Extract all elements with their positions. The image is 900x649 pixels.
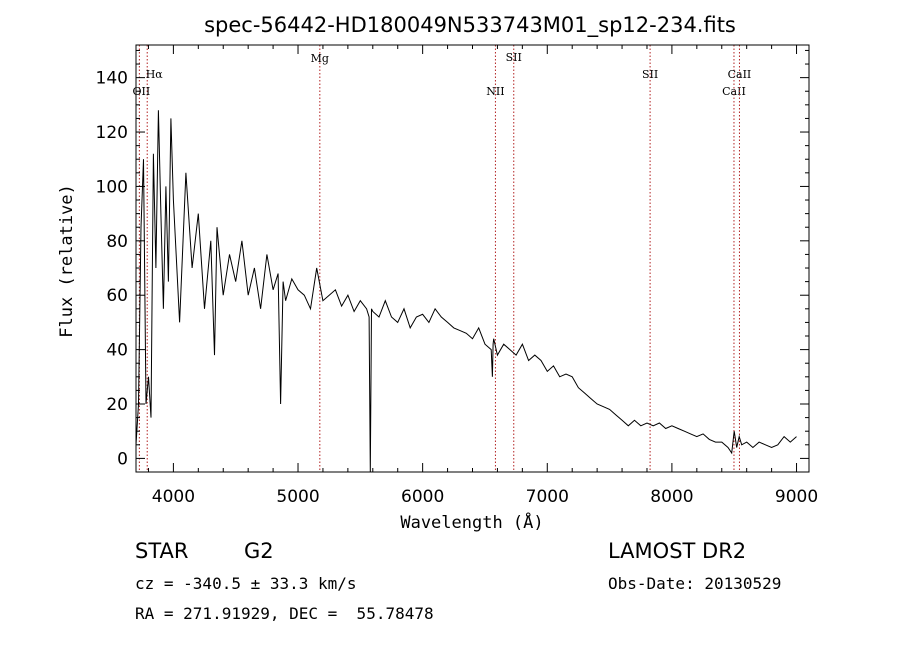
y-axis-label: Flux (relative) xyxy=(57,184,77,338)
y-tick-label-3: 60 xyxy=(106,286,128,306)
x-tick-label-3: 7000 xyxy=(526,487,569,507)
y-tick-label-0: 0 xyxy=(117,449,128,469)
y-tick-label-7: 140 xyxy=(96,69,128,89)
plot-frame xyxy=(135,44,810,473)
x-tick-label-2: 6000 xyxy=(401,487,444,507)
x-tick-label-5: 9000 xyxy=(775,487,818,507)
y-tick-label-2: 40 xyxy=(106,341,128,361)
x-tick-label-1: 5000 xyxy=(276,487,319,507)
line-label-7: CaII xyxy=(728,68,752,81)
y-tick-label-5: 100 xyxy=(96,177,128,197)
object-subclass: G2 xyxy=(244,539,274,563)
y-tick-label-4: 80 xyxy=(106,232,128,252)
flux-series-line xyxy=(135,110,797,473)
line-label-3: NII xyxy=(486,85,504,98)
line-label-4: SII xyxy=(506,51,522,64)
object-class: STAR xyxy=(135,539,189,563)
y-tick-label-6: 120 xyxy=(96,123,128,143)
spectral-line-markers: Hα OII Mg NII SII SII CaII CaII xyxy=(133,45,752,472)
redshift-readout: cz = -340.5 ± 33.3 km/s xyxy=(135,574,357,593)
survey-name: LAMOST DR2 xyxy=(608,539,747,563)
observation-date: Obs-Date: 20130529 xyxy=(608,574,782,593)
x-tick-label-4: 8000 xyxy=(650,487,693,507)
axes: 4000 5000 6000 7000 8000 9000 0 20 40 60 80 100 120 1… xyxy=(96,45,818,507)
line-label-1: OII xyxy=(133,85,151,98)
line-label-2: Mg xyxy=(311,52,329,65)
coordinates: RA = 271.91929, DEC = 55.78478 xyxy=(135,604,434,623)
line-label-6: CaII xyxy=(722,85,746,98)
line-label-5: SII xyxy=(642,68,658,81)
line-label-0: Hα xyxy=(146,68,164,81)
x-axis-label: Wavelength (Å) xyxy=(400,511,543,533)
chart-title: spec-56442-HD180049N533743M01_sp12-234.f… xyxy=(204,13,736,38)
y-tick-label-1: 20 xyxy=(106,395,128,415)
x-tick-label-0: 4000 xyxy=(152,487,195,507)
